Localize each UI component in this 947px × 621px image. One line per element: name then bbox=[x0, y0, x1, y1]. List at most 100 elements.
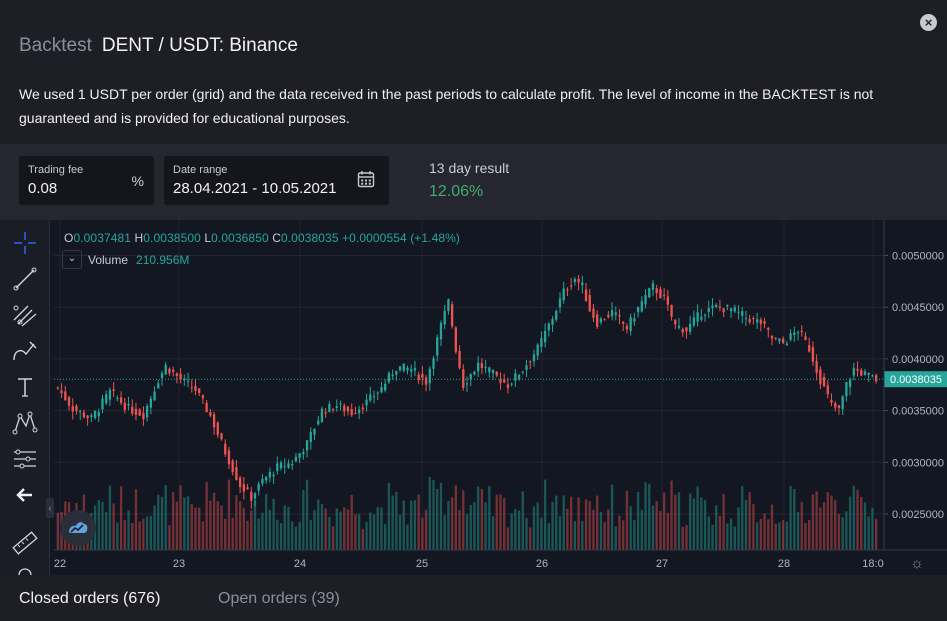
candle-body bbox=[506, 384, 510, 388]
candle-body bbox=[804, 336, 807, 340]
y-tick-label: 0.0040000 bbox=[892, 354, 944, 366]
volume-bar bbox=[227, 479, 231, 550]
volume-bar bbox=[153, 505, 156, 550]
volume-bar bbox=[272, 498, 275, 550]
ohlc-legend: O0.0037481 H0.0038500 L0.0036850 C0.0038… bbox=[64, 231, 460, 245]
controls-bar: Trading fee 0.08 % Date range 28.04.2021… bbox=[0, 144, 947, 220]
volume-bar bbox=[283, 505, 286, 550]
y-tick-label: 0.0030000 bbox=[892, 457, 944, 469]
candle-body bbox=[808, 345, 811, 352]
volume-bar bbox=[484, 502, 487, 550]
volume-bar bbox=[867, 516, 870, 550]
x-tick-label: 28 bbox=[778, 558, 790, 570]
volume-bar bbox=[640, 509, 643, 550]
candle-body bbox=[659, 289, 662, 299]
candle-body bbox=[261, 478, 264, 484]
volume-bar bbox=[759, 518, 762, 550]
volume-bar bbox=[320, 503, 324, 550]
candle-body bbox=[517, 375, 521, 380]
candle-body bbox=[703, 314, 707, 316]
tab-open-orders[interactable]: Open orders (39) bbox=[218, 590, 340, 607]
volume-bar bbox=[317, 499, 320, 550]
candle-body bbox=[584, 289, 588, 302]
chevron-down-icon[interactable]: ⌄ bbox=[62, 250, 82, 269]
volume-bar bbox=[644, 482, 647, 550]
candle-body bbox=[250, 491, 253, 501]
calendar-icon[interactable] bbox=[357, 170, 375, 188]
volume-bar bbox=[454, 485, 457, 550]
trend-line-icon[interactable] bbox=[10, 264, 40, 294]
brand-logo-button[interactable] bbox=[60, 510, 96, 546]
date-range-value[interactable]: 28.04.2021 - 10.05.2021 bbox=[173, 180, 337, 197]
volume-bar bbox=[480, 489, 484, 550]
trading-fee-field[interactable]: Trading fee 0.08 % bbox=[19, 156, 154, 205]
candle-body bbox=[324, 412, 327, 414]
volume-bar bbox=[785, 521, 789, 550]
volume-bar bbox=[123, 520, 126, 550]
volume-bar bbox=[729, 518, 733, 550]
candle-body bbox=[491, 369, 495, 374]
candle-body bbox=[603, 319, 606, 321]
candle-body bbox=[796, 332, 800, 334]
crosshair-icon[interactable] bbox=[10, 228, 40, 258]
volume-bar bbox=[692, 498, 696, 550]
candle-body bbox=[398, 366, 402, 371]
volume-bar bbox=[179, 485, 182, 550]
candle-body bbox=[677, 325, 681, 328]
volume-bar bbox=[190, 504, 193, 550]
volume-bar bbox=[525, 517, 528, 550]
volume-bar bbox=[796, 512, 800, 550]
chart-area[interactable]: ‹ 0.0038035 0.0050000 0.0045000 0.0040000 0… bbox=[0, 220, 947, 575]
candle-body bbox=[692, 317, 696, 326]
prediction-tool-icon[interactable] bbox=[10, 444, 40, 474]
volume-label: Volume bbox=[88, 252, 129, 267]
candle-body bbox=[819, 369, 822, 385]
volume-bar bbox=[302, 489, 305, 550]
percent-suffix: % bbox=[131, 173, 144, 189]
volume-bar bbox=[160, 496, 164, 550]
brush-icon[interactable] bbox=[10, 336, 40, 366]
volume-bar bbox=[655, 501, 658, 550]
candle-body bbox=[305, 440, 309, 451]
date-range-field[interactable]: Date range 28.04.2021 - 10.05.2021 bbox=[164, 156, 389, 205]
volume-bar bbox=[253, 500, 257, 550]
date-range-label: Date range bbox=[173, 164, 228, 176]
candle-body bbox=[841, 396, 844, 410]
candle-body bbox=[815, 360, 818, 373]
candle-body bbox=[555, 310, 558, 320]
volume-bar bbox=[131, 522, 134, 550]
ruler-icon[interactable] bbox=[10, 528, 40, 558]
tab-closed-orders[interactable]: Closed orders (676) bbox=[19, 590, 161, 607]
price-chart[interactable]: 0.0038035 0.0050000 0.0045000 0.0040000 0.0… bbox=[54, 220, 947, 575]
candlestick-chart[interactable]: 0.0038035 0.0050000 0.0045000 0.0040000 0.0… bbox=[54, 220, 947, 575]
candle-body bbox=[577, 278, 580, 283]
pitchfork-icon[interactable] bbox=[10, 300, 40, 330]
volume-bar bbox=[331, 526, 335, 550]
candle-body bbox=[343, 405, 346, 412]
volume-bar bbox=[830, 495, 833, 550]
candle-body bbox=[86, 415, 89, 419]
back-arrow-icon[interactable] bbox=[10, 480, 40, 510]
candle-body bbox=[826, 385, 829, 395]
pattern-icon[interactable] bbox=[10, 408, 40, 438]
candle-body bbox=[294, 456, 298, 462]
trading-fee-value[interactable]: 0.08 bbox=[28, 180, 58, 197]
candle-body bbox=[822, 376, 826, 387]
candle-body bbox=[216, 422, 219, 435]
candle-body bbox=[97, 411, 100, 417]
candle-body bbox=[183, 378, 186, 381]
candle-body bbox=[722, 308, 725, 313]
candle-body bbox=[134, 408, 138, 415]
trading-fee-label: Trading fee bbox=[28, 164, 84, 176]
close-button[interactable]: × bbox=[920, 14, 937, 31]
candle-body bbox=[145, 405, 149, 418]
candle-body bbox=[622, 321, 625, 324]
volume-bar bbox=[848, 496, 852, 550]
zoom-icon[interactable] bbox=[10, 564, 40, 575]
candle-body bbox=[253, 493, 257, 499]
volume-bar bbox=[722, 493, 725, 550]
candle-body bbox=[480, 363, 484, 369]
text-tool-icon[interactable] bbox=[10, 372, 40, 402]
candle-body bbox=[711, 305, 714, 309]
toolbar-collapse-handle[interactable]: ‹ bbox=[46, 498, 54, 518]
